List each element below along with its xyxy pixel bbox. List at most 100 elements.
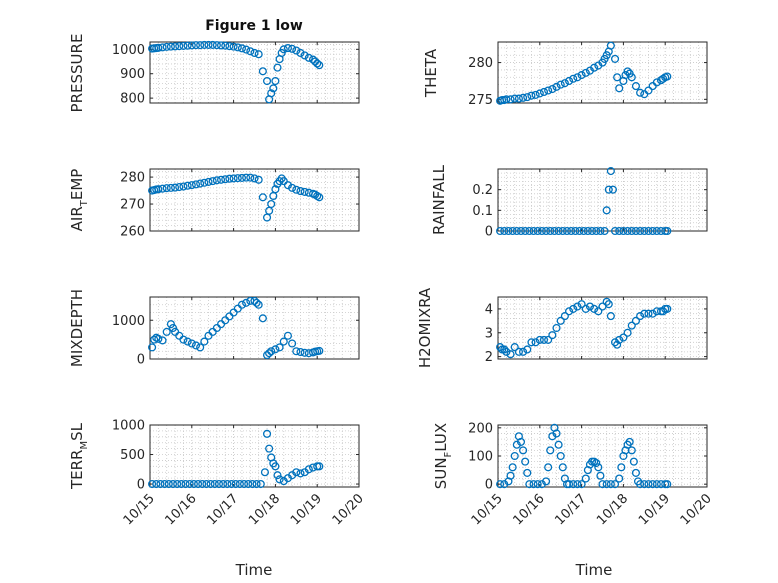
data-point	[581, 474, 590, 483]
data-point	[519, 93, 528, 102]
data-point	[521, 226, 530, 236]
data-point	[648, 480, 657, 489]
x-tick-label: 10/19	[288, 491, 325, 528]
x-tick-label: 10/18	[594, 491, 631, 528]
x-tick-label: 10/15	[469, 491, 506, 528]
axes-frame	[497, 168, 708, 232]
data-point	[585, 302, 595, 311]
data-point	[514, 94, 523, 103]
data-point	[510, 451, 519, 461]
y-tick-label: 0	[485, 225, 493, 240]
data-point	[623, 328, 632, 337]
data-point	[171, 42, 180, 51]
data-point	[168, 479, 178, 489]
data-point	[279, 45, 288, 54]
data-point	[581, 304, 590, 313]
data-point	[631, 82, 640, 91]
data-point	[496, 480, 505, 489]
data-point	[604, 185, 613, 194]
data-point	[554, 440, 563, 449]
data-point	[627, 73, 636, 82]
chart-title: Figure 1 low	[205, 18, 303, 34]
x-tick-label: 10/20	[330, 491, 367, 528]
data-point	[315, 346, 324, 355]
data-point	[208, 327, 217, 336]
data-point	[271, 462, 280, 471]
data-point	[615, 335, 624, 344]
data-point	[500, 345, 509, 354]
data-point	[496, 226, 505, 236]
data-point	[233, 174, 242, 183]
plot-layer	[149, 169, 360, 232]
y-tick-label: 280	[468, 56, 493, 71]
data-point	[610, 226, 620, 236]
data-point	[652, 480, 661, 489]
data-point	[644, 226, 653, 236]
x-tick-label: 10/16	[163, 491, 200, 528]
data-point	[150, 335, 159, 344]
data-point	[200, 40, 209, 49]
x-tick-label: 10/18	[246, 491, 283, 528]
data-point	[552, 323, 561, 333]
y-tick-label: 260	[120, 225, 145, 240]
axes-frame	[149, 41, 360, 104]
data-point	[533, 480, 542, 489]
data-point	[183, 181, 192, 190]
data-point	[265, 444, 274, 453]
data-point	[279, 337, 288, 346]
data-point	[648, 82, 657, 91]
data-point	[659, 307, 668, 316]
y-tick-label: 1000	[112, 314, 145, 329]
data-point	[252, 298, 261, 307]
data-point	[659, 74, 668, 83]
data-point	[288, 44, 297, 53]
data-point	[644, 309, 653, 318]
data-point	[606, 480, 615, 489]
data-point	[187, 339, 196, 348]
data-point	[300, 51, 309, 60]
data-point	[258, 193, 267, 202]
data-point	[531, 338, 540, 347]
data-point	[652, 78, 661, 87]
data-point	[531, 90, 540, 99]
data-point	[516, 437, 526, 446]
data-point	[196, 343, 205, 352]
data-point	[265, 206, 274, 215]
data-point	[168, 323, 178, 333]
data-point	[292, 347, 301, 356]
data-point	[273, 471, 282, 480]
data-point	[158, 43, 167, 52]
data-point	[187, 181, 196, 190]
y-tick-label: 0	[485, 478, 493, 493]
data-point	[613, 73, 622, 82]
data-point	[615, 474, 624, 483]
plot-layer	[149, 42, 360, 104]
subplot-air-temp: AIRTEMP	[68, 168, 360, 232]
data-point	[267, 347, 276, 356]
y-tick-label: 500	[120, 448, 145, 463]
data-point	[227, 479, 236, 489]
data-point	[267, 89, 276, 98]
data-point	[573, 302, 582, 311]
data-point	[156, 479, 165, 489]
data-point	[552, 82, 561, 91]
data-point	[162, 184, 171, 193]
data-point	[592, 226, 601, 236]
data-point	[510, 94, 519, 103]
y-tick-label: 0.1	[472, 204, 493, 219]
data-point	[237, 173, 247, 182]
data-point	[636, 312, 645, 321]
y-tick-label: 800	[120, 92, 145, 107]
data-point	[569, 74, 578, 83]
data-point	[550, 226, 559, 236]
data-point	[242, 173, 251, 182]
data-point	[279, 177, 288, 186]
data-point	[267, 199, 276, 209]
y-tick-label: 200	[468, 421, 493, 436]
data-point	[521, 457, 530, 466]
axes-frame	[149, 424, 360, 488]
data-point	[577, 300, 586, 309]
data-point	[242, 298, 251, 307]
data-point	[502, 95, 511, 104]
data-point	[250, 48, 259, 58]
